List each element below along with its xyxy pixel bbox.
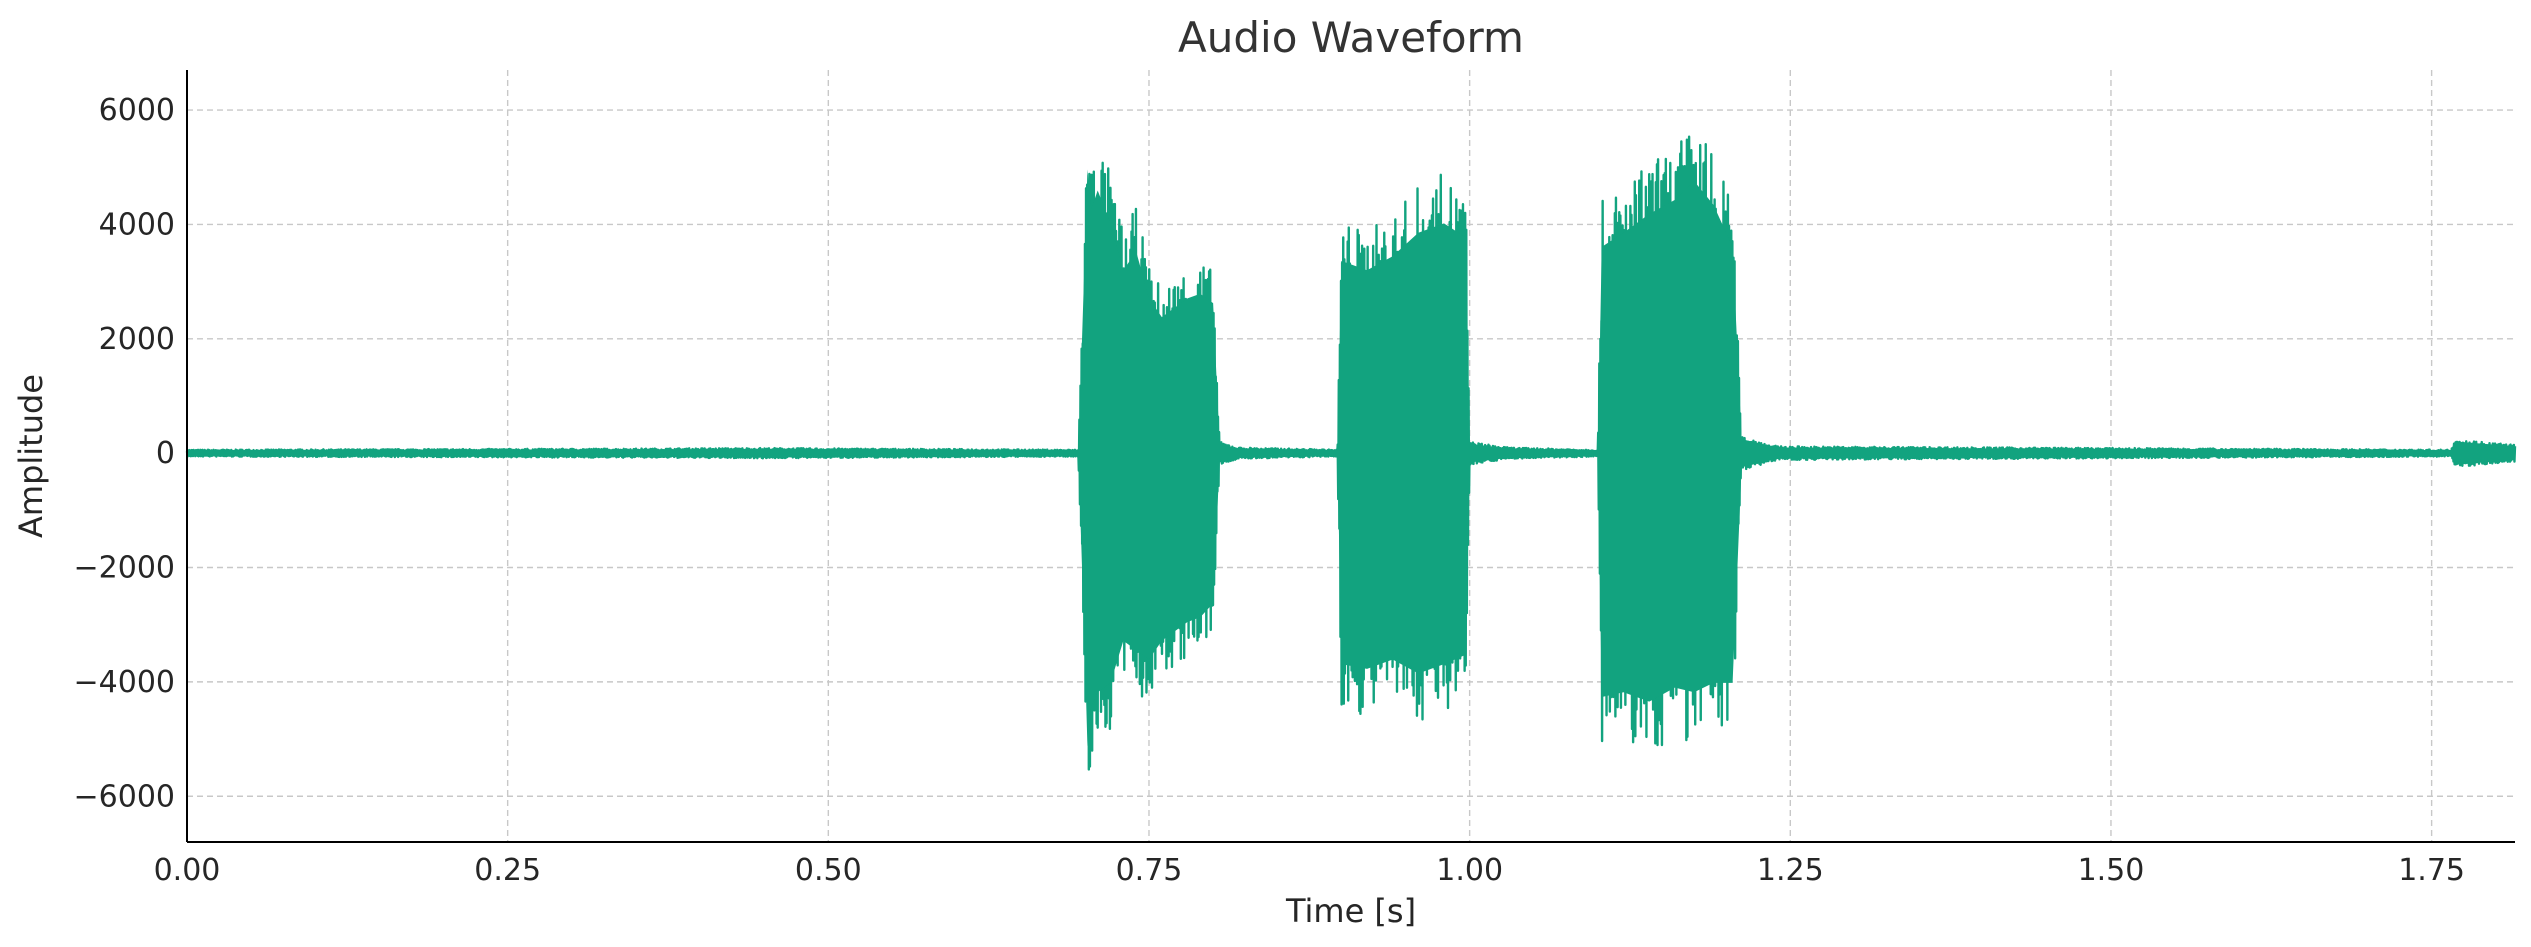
chart-title: Audio Waveform — [1178, 13, 1524, 62]
axes — [186, 70, 2515, 843]
y-tick-label: 2000 — [99, 322, 175, 357]
y-tick-label: 6000 — [99, 93, 175, 128]
x-tick-label: 0.75 — [1116, 853, 1183, 888]
x-tick-label: 0.25 — [474, 853, 541, 888]
x-tick-label: 1.50 — [2078, 853, 2145, 888]
x-tick-label: 1.75 — [2398, 853, 2465, 888]
waveform-envelope — [187, 169, 2515, 747]
y-tick-label: 0 — [156, 436, 175, 471]
x-tick-label: 1.25 — [1757, 853, 1824, 888]
x-axis-label: Time [s] — [1285, 892, 1416, 930]
x-tick-label: 0.50 — [795, 853, 862, 888]
x-tick-label: 0.00 — [154, 853, 221, 888]
y-tick-label: −2000 — [74, 551, 175, 586]
tick-labels: 0.00 0.25 0.50 0.75 1.00 1.25 1.50 1.75 6000 4000… — [74, 93, 2466, 888]
y-tick-label: −6000 — [74, 779, 175, 814]
x-tick-label: 1.00 — [1436, 853, 1503, 888]
y-axis-label: Amplitude — [12, 374, 50, 538]
waveform-series — [185, 135, 2517, 771]
y-tick-label: −4000 — [74, 665, 175, 700]
y-tick-label: 4000 — [99, 207, 175, 242]
